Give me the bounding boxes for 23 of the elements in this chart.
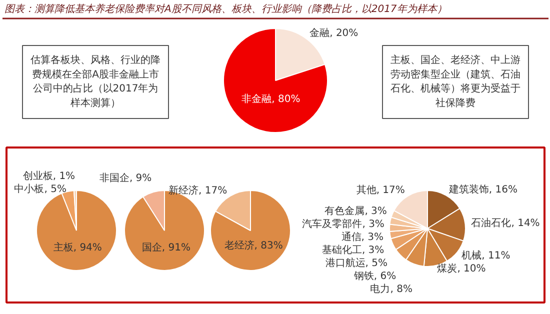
slice-label: 创业板, 1%	[22, 170, 76, 182]
text: 估算各板块、风格、行业的降费规模在全部A股非金融上市公司中的占比（以2017年为样本测算）	[30, 54, 160, 109]
slice-label: 港口航运, 5%	[325, 257, 388, 269]
slice-label: 电力, 8%	[370, 283, 412, 295]
slice-label: 主板, 94%	[53, 242, 102, 254]
slice-label: 石油石化, 14%	[471, 217, 540, 230]
chart-title: 图表：测算降低基本养老保险费率对A股不同风格、板块、行业影响（降费占比，以2017年为样本）	[4, 3, 447, 15]
slice-label: 老经济, 83%	[224, 239, 283, 252]
slice-label: 其他, 17%	[356, 184, 405, 196]
slice-label: 中小板, 5%	[14, 183, 66, 196]
slice-label: 汽车及零部件, 3%	[302, 218, 384, 230]
slice-label: 有色金属, 3%	[324, 205, 387, 217]
slice-label: 通信, 3%	[341, 231, 384, 243]
slice-label: 建筑装饰, 16%	[448, 184, 518, 196]
text: 主板、国企、老经济、中上游劳动密集型企业（建筑、石油石化、机械等）将更为受益于社保降费	[390, 54, 520, 109]
slice-label: 非金融, 80%	[242, 92, 300, 105]
slice-label: 非国企, 9%	[99, 172, 152, 184]
slice-label: 煤炭, 10%	[437, 262, 486, 275]
slice-label: 基础化工, 3%	[322, 244, 384, 256]
slice-label: 钢铁, 6%	[352, 270, 396, 282]
slice-label: 金融, 20%	[310, 27, 358, 40]
slice-label: 机械, 11%	[462, 250, 510, 262]
slice-label: 国企, 91%	[142, 241, 190, 254]
